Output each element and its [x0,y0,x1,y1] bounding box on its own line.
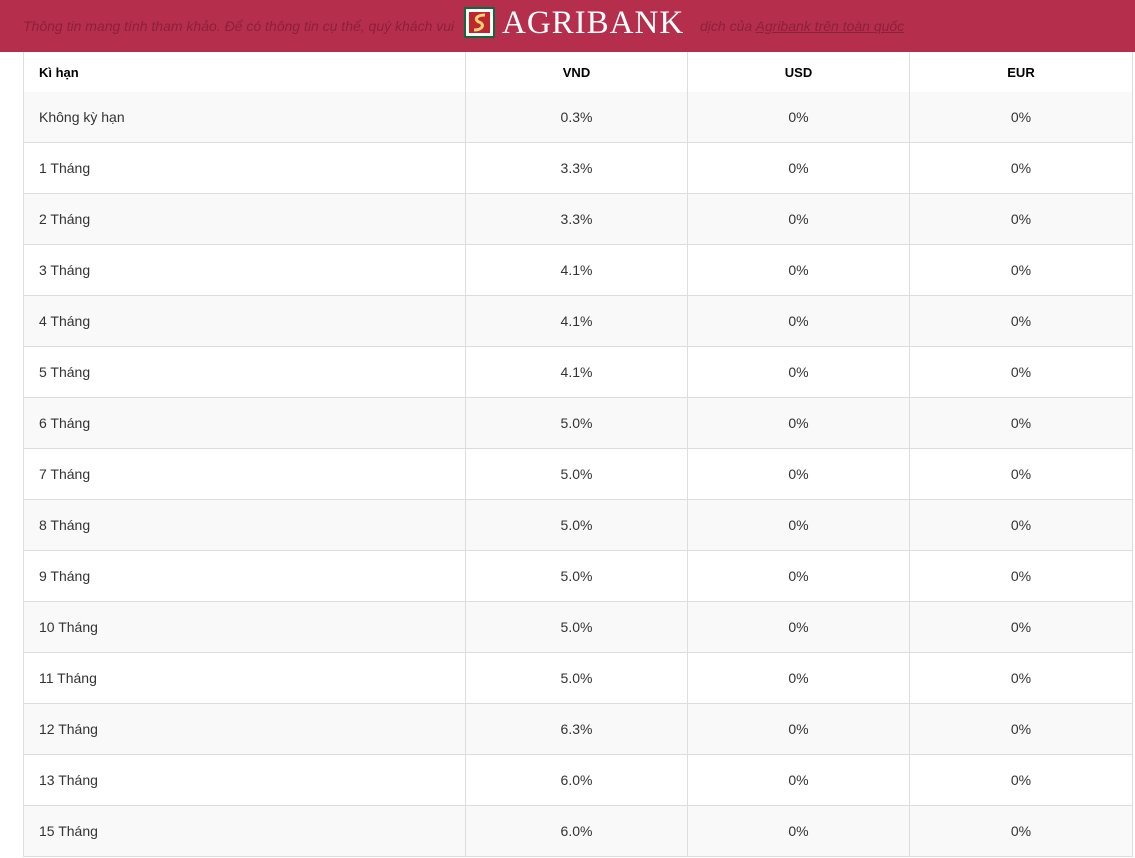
column-header: EUR [910,52,1133,93]
notice-link[interactable]: Agribank trên toàn quốc [755,18,905,34]
notice-text: Thông tin mang tính tham khảo. Để có thô… [23,18,455,34]
table-cell: 3 Tháng [23,245,466,296]
table-cell: 0% [688,755,910,806]
table-cell: 12 Tháng [23,704,466,755]
table-cell: 3.3% [466,194,688,245]
table-cell: 0% [910,347,1133,398]
table-cell: 4 Tháng [23,296,466,347]
table-cell: 5.0% [466,449,688,500]
table-cell: 0% [688,92,910,143]
table-cell: 5.0% [466,500,688,551]
table-cell: 5 Tháng [23,347,466,398]
table-cell: 9 Tháng [23,551,466,602]
table-cell: 0% [688,398,910,449]
table-cell: 0.3% [466,92,688,143]
table-cell: 11 Tháng [23,653,466,704]
table-cell: 0% [688,704,910,755]
table-cell: 0% [910,296,1133,347]
notice-text: dịch của Agribank trên toàn quốc [700,18,904,34]
table-cell: 5.0% [466,551,688,602]
table-cell: 0% [688,347,910,398]
table-cell: 4.1% [466,245,688,296]
table-cell: 0% [910,755,1133,806]
table-cell: 0% [688,500,910,551]
table-cell: 0% [688,806,910,857]
table-cell: 0% [910,551,1133,602]
table-cell: 0% [910,449,1133,500]
table-cell: 5.0% [466,653,688,704]
table-cell: 0% [688,296,910,347]
table-cell: 5.0% [466,398,688,449]
table-cell: 0% [910,92,1133,143]
table-cell: 0% [688,194,910,245]
table-cell: 10 Tháng [23,602,466,653]
table-cell: 13 Tháng [23,755,466,806]
table-cell: 3.3% [466,143,688,194]
brand-name: AGRIBANK [502,5,685,41]
table-cell: 0% [910,602,1133,653]
table-cell: 6.0% [466,755,688,806]
table-cell: 6.3% [466,704,688,755]
table-cell: 0% [910,245,1133,296]
notice-text-end: dịch của [700,18,753,34]
table-cell: 0% [910,398,1133,449]
top-bar: Thông tin mang tính tham khảo. Để có thô… [0,0,1135,52]
table-cell: 0% [688,245,910,296]
table-cell: 0% [688,551,910,602]
table-cell: 6.0% [466,806,688,857]
table-cell: 0% [688,602,910,653]
table-cell: 15 Tháng [23,806,466,857]
table-cell: 0% [688,653,910,704]
table-cell: 4.1% [466,347,688,398]
table-cell: 0% [910,500,1133,551]
table-cell: 0% [910,194,1133,245]
table-cell: 0% [688,143,910,194]
column-header: VND [466,52,688,93]
table-cell: 6 Tháng [23,398,466,449]
table-cell: 5.0% [466,602,688,653]
table-cell: 0% [910,653,1133,704]
logo-icon [464,7,495,38]
table-cell: Không kỳ hạn [23,92,466,143]
table-cell: 1 Tháng [23,143,466,194]
table-cell: 4.1% [466,296,688,347]
column-header: USD [688,52,910,93]
table-cell: 0% [910,704,1133,755]
table-cell: 8 Tháng [23,500,466,551]
table-cell: 2 Tháng [23,194,466,245]
table-cell: 0% [688,449,910,500]
column-header: Kì hạn [23,52,466,93]
table-cell: 7 Tháng [23,449,466,500]
table-cell: 0% [910,806,1133,857]
table-cell: 0% [910,143,1133,194]
